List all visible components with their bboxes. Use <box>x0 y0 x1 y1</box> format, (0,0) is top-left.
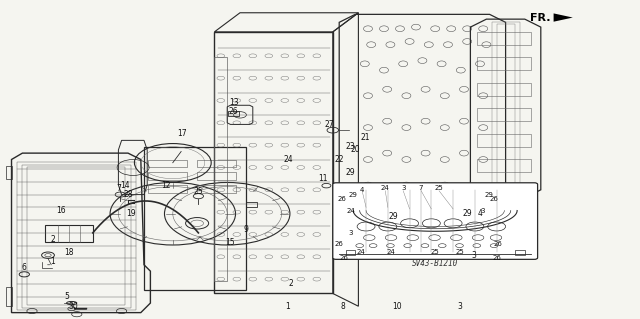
Text: 15: 15 <box>225 238 236 247</box>
Text: 30: 30 <box>68 302 79 311</box>
Bar <box>477 108 531 121</box>
Text: 24: 24 <box>386 249 395 255</box>
Text: 4: 4 <box>360 187 364 193</box>
Text: 26: 26 <box>335 241 344 247</box>
Text: 17: 17 <box>177 130 188 138</box>
Text: 7: 7 <box>116 184 121 193</box>
Text: 26: 26 <box>338 197 347 202</box>
Text: 3: 3 <box>457 302 462 311</box>
Text: 25: 25 <box>431 249 440 255</box>
Text: 10: 10 <box>392 302 402 311</box>
Text: 14: 14 <box>120 181 130 189</box>
Bar <box>477 57 531 70</box>
Bar <box>477 83 531 96</box>
Text: 24: 24 <box>346 208 355 213</box>
Text: 25: 25 <box>435 185 444 191</box>
Text: 11: 11 <box>319 174 328 183</box>
Text: 19: 19 <box>126 209 136 218</box>
Text: 21: 21 <box>360 133 369 142</box>
Text: 3: 3 <box>401 185 406 191</box>
Text: 6: 6 <box>22 263 27 272</box>
Text: 3: 3 <box>471 251 476 260</box>
Bar <box>477 134 531 147</box>
Text: 27: 27 <box>324 120 335 129</box>
Text: 18: 18 <box>65 248 74 256</box>
Text: 29: 29 <box>462 209 472 218</box>
Text: 24: 24 <box>356 249 365 255</box>
Text: 26: 26 <box>490 197 499 202</box>
Bar <box>228 111 239 116</box>
Text: 26: 26 <box>492 255 501 261</box>
Bar <box>197 172 236 180</box>
Text: 2: 2 <box>289 279 294 288</box>
Bar <box>148 185 187 193</box>
Text: 29: 29 <box>484 192 493 197</box>
Bar <box>246 202 257 207</box>
Text: 25: 25 <box>193 187 204 196</box>
Text: 3: 3 <box>480 208 485 213</box>
Text: 12: 12 <box>162 181 171 189</box>
Bar <box>477 160 531 172</box>
Text: 9: 9 <box>244 225 249 234</box>
Text: 13: 13 <box>228 98 239 107</box>
Text: 29: 29 <box>346 168 356 177</box>
Text: 26: 26 <box>493 241 502 247</box>
Text: 26: 26 <box>339 255 348 261</box>
Text: 22: 22 <box>335 155 344 164</box>
Text: 5: 5 <box>65 292 70 301</box>
Text: 20: 20 <box>350 145 360 154</box>
Bar <box>148 172 187 180</box>
Text: 8: 8 <box>340 302 345 311</box>
Text: 3: 3 <box>348 230 353 236</box>
Text: 24: 24 <box>283 155 293 164</box>
Bar <box>197 160 236 167</box>
Text: 24: 24 <box>381 185 390 191</box>
Text: 1: 1 <box>50 257 55 266</box>
Text: 7: 7 <box>419 185 424 191</box>
Bar <box>515 250 525 255</box>
Text: 2: 2 <box>50 235 55 244</box>
Text: 25: 25 <box>455 249 464 255</box>
FancyBboxPatch shape <box>333 183 538 259</box>
Text: 4: 4 <box>477 209 483 218</box>
Text: 29: 29 <box>349 192 358 197</box>
Bar <box>148 160 187 167</box>
Bar <box>477 32 531 45</box>
Text: SV43-B1210: SV43-B1210 <box>412 259 458 268</box>
Polygon shape <box>554 13 573 22</box>
Bar <box>477 185 531 198</box>
Text: 28: 28 <box>124 190 132 199</box>
Text: 26: 26 <box>228 107 239 116</box>
Text: 23: 23 <box>346 142 356 151</box>
Text: FR.: FR. <box>530 12 550 23</box>
Text: 1: 1 <box>285 302 291 311</box>
Text: 29: 29 <box>388 212 399 221</box>
Text: 16: 16 <box>56 206 66 215</box>
Bar <box>346 250 355 255</box>
Bar <box>197 185 236 193</box>
